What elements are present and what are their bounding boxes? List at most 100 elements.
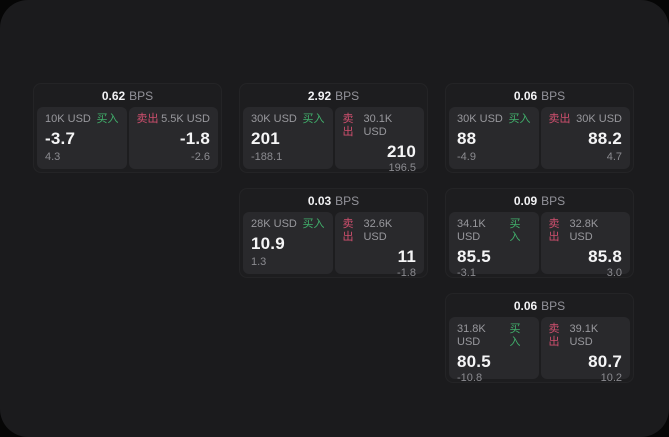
sell-panel[interactable]: 卖出 30K USD 88.2 4.7 xyxy=(540,107,630,169)
quote-card: 0.62 BPS 10K USD 买入 -3.7 4.3 卖出 5.5K USD… xyxy=(33,83,222,173)
bps-value: 0.06 xyxy=(513,298,538,313)
bps-value: 0.09 xyxy=(513,193,538,208)
buy-top-row: 30K USD 买入 xyxy=(457,113,531,126)
buy-size: 31.8K USD xyxy=(457,323,486,348)
quote-card: 0.03 BPS 28K USD 买入 10.9 1.3 卖出 32.6K US… xyxy=(239,188,428,279)
buy-delta: -188.1 xyxy=(251,151,283,163)
sell-top-row: 卖出 30K USD xyxy=(549,113,623,126)
buy-side-label: 买入 xyxy=(509,323,521,348)
sell-delta: 196.5 xyxy=(388,162,416,174)
buy-size: 30K USD xyxy=(457,113,503,125)
bps-value: 2.92 xyxy=(307,88,332,103)
buy-top-row: 30K USD 买入 xyxy=(251,113,325,126)
buy-panel[interactable]: 34.1K USD 买入 85.5 -3.1 xyxy=(449,212,539,279)
sell-price: 80.7 xyxy=(588,352,622,371)
quote-panels: 34.1K USD 买入 85.5 -3.1 卖出 32.8K USD 85.8… xyxy=(449,212,630,279)
sell-panel[interactable]: 卖出 39.1K USD 80.7 10.2 xyxy=(540,317,630,384)
sell-size: 32.8K USD xyxy=(569,218,599,243)
bps-header: 0.62 BPS xyxy=(37,84,218,107)
bps-header: 2.92 BPS xyxy=(243,84,424,107)
bps-unit-label: BPS xyxy=(129,88,154,103)
buy-top-row: 31.8K USD 买入 xyxy=(457,323,531,349)
buy-price: 201 xyxy=(251,129,280,148)
quote-panels: 30K USD 买入 201 -188.1 卖出 30.1K USD 210 1… xyxy=(243,107,424,174)
quote-panels: 31.8K USD 买入 80.5 -10.8 卖出 39.1K USD 80.… xyxy=(449,317,630,384)
sell-delta: 10.2 xyxy=(600,372,622,384)
bps-unit-label: BPS xyxy=(335,193,360,208)
buy-panel[interactable]: 31.8K USD 买入 80.5 -10.8 xyxy=(449,317,539,384)
buy-size: 28K USD xyxy=(251,218,297,230)
sell-panel[interactable]: 卖出 5.5K USD -1.8 -2.6 xyxy=(128,107,218,169)
buy-size: 34.1K USD xyxy=(457,218,486,243)
bps-value: 0.06 xyxy=(513,88,538,103)
sell-top-row: 卖出 5.5K USD xyxy=(137,113,211,126)
sell-side-label: 卖出 xyxy=(548,218,560,243)
bps-unit-label: BPS xyxy=(541,88,566,103)
buy-size: 10K USD xyxy=(45,113,91,125)
buy-top-row: 34.1K USD 买入 xyxy=(457,218,531,244)
sell-price: 11 xyxy=(397,247,416,266)
quote-panels: 30K USD 买入 88 -4.9 卖出 30K USD 88.2 4.7 xyxy=(449,107,630,169)
sell-top-row: 卖出 30.1K USD xyxy=(343,113,417,139)
bps-header: 0.03 BPS xyxy=(243,189,424,212)
quote-card: 2.92 BPS 30K USD 买入 201 -188.1 卖出 30.1K … xyxy=(239,83,428,174)
buy-side-label: 买入 xyxy=(302,113,325,125)
buy-size: 30K USD xyxy=(251,113,297,125)
buy-panel[interactable]: 28K USD 买入 10.9 1.3 xyxy=(243,212,333,274)
sell-size: 32.6K USD xyxy=(363,218,393,243)
sell-top-row: 卖出 39.1K USD xyxy=(549,323,623,349)
sell-price: 88.2 xyxy=(588,129,622,148)
sell-size: 5.5K USD xyxy=(161,113,210,125)
sell-delta: 4.7 xyxy=(606,151,622,163)
sell-panel[interactable]: 卖出 32.8K USD 85.8 3.0 xyxy=(540,212,630,279)
buy-price: 80.5 xyxy=(457,352,491,371)
buy-delta: 4.3 xyxy=(45,151,61,163)
buy-price: 85.5 xyxy=(457,247,491,266)
sell-side-label: 卖出 xyxy=(548,113,571,125)
sell-size: 30.1K USD xyxy=(363,113,393,138)
bps-value: 0.03 xyxy=(307,193,332,208)
bps-header: 0.09 BPS xyxy=(449,189,630,212)
buy-top-row: 10K USD 买入 xyxy=(45,113,119,126)
sell-price: 210 xyxy=(387,142,416,161)
sell-side-label: 卖出 xyxy=(548,323,560,348)
sell-delta: -2.6 xyxy=(191,151,210,163)
buy-delta: -3.1 xyxy=(457,267,476,279)
sell-delta: -1.8 xyxy=(397,267,416,279)
buy-price: 88 xyxy=(457,129,477,148)
buy-price: -3.7 xyxy=(45,129,76,148)
sell-side-label: 卖出 xyxy=(136,113,159,125)
quote-card: 0.09 BPS 34.1K USD 买入 85.5 -3.1 卖出 32.8K… xyxy=(445,188,634,279)
quote-panels: 10K USD 买入 -3.7 4.3 卖出 5.5K USD -1.8 -2.… xyxy=(37,107,218,169)
buy-price: 10.9 xyxy=(251,234,285,253)
buy-panel[interactable]: 30K USD 买入 201 -188.1 xyxy=(243,107,333,169)
buy-side-label: 买入 xyxy=(302,218,325,230)
bps-unit-label: BPS xyxy=(335,88,360,103)
quote-card: 0.06 BPS 31.8K USD 买入 80.5 -10.8 卖出 39.1… xyxy=(445,293,634,384)
sell-side-label: 卖出 xyxy=(342,113,354,138)
quote-card: 0.06 BPS 30K USD 买入 88 -4.9 卖出 30K USD 8… xyxy=(445,83,634,173)
buy-panel[interactable]: 10K USD 买入 -3.7 4.3 xyxy=(37,107,127,169)
buy-side-label: 买入 xyxy=(96,113,119,125)
bps-header: 0.06 BPS xyxy=(449,84,630,107)
sell-top-row: 卖出 32.6K USD xyxy=(343,218,417,244)
sell-delta: 3.0 xyxy=(606,267,622,279)
buy-delta: -4.9 xyxy=(457,151,476,163)
buy-side-label: 买入 xyxy=(509,218,521,243)
sell-price: -1.8 xyxy=(179,129,210,148)
sell-top-row: 卖出 32.8K USD xyxy=(549,218,623,244)
buy-panel[interactable]: 30K USD 买入 88 -4.9 xyxy=(449,107,539,169)
buy-delta: -10.8 xyxy=(457,372,483,384)
sell-price: 85.8 xyxy=(588,247,622,266)
bps-unit-label: BPS xyxy=(541,193,566,208)
buy-delta: 1.3 xyxy=(251,256,267,268)
sell-size: 30K USD xyxy=(576,113,622,125)
sell-panel[interactable]: 卖出 30.1K USD 210 196.5 xyxy=(334,107,424,174)
buy-side-label: 买入 xyxy=(508,113,531,125)
sell-size: 39.1K USD xyxy=(569,323,599,348)
sell-side-label: 卖出 xyxy=(342,218,354,243)
bps-value: 0.62 xyxy=(101,88,126,103)
quote-panels: 28K USD 买入 10.9 1.3 卖出 32.6K USD 11 -1.8 xyxy=(243,212,424,279)
sell-panel[interactable]: 卖出 32.6K USD 11 -1.8 xyxy=(334,212,424,279)
